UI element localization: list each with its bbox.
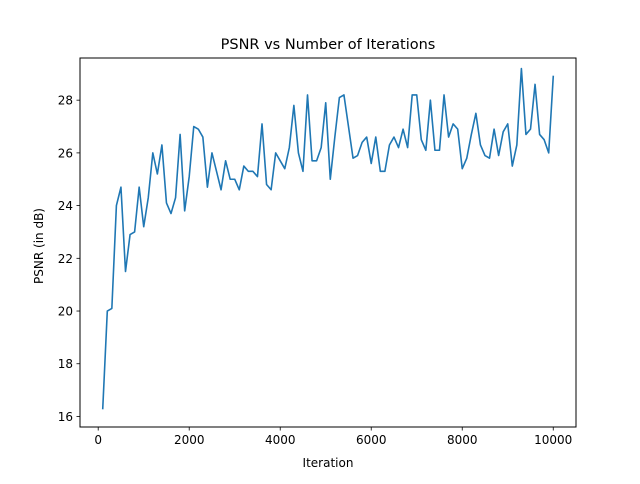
y-tick-label: 18 (58, 357, 73, 371)
y-tick-label: 26 (58, 146, 73, 160)
y-tick-label: 24 (58, 199, 73, 213)
x-tick-label: 6000 (356, 433, 387, 447)
x-tick-label: 2000 (174, 433, 205, 447)
x-axis-label: Iteration (303, 456, 354, 470)
y-tick-label: 22 (58, 252, 73, 266)
x-tick-label: 8000 (447, 433, 478, 447)
plot-frame (79, 57, 577, 428)
y-tick-label: 20 (58, 305, 73, 319)
y-axis-label: PSNR (in dB) (32, 208, 46, 284)
series-layer (101, 67, 555, 410)
y-tick-label: 28 (58, 94, 73, 108)
x-tick-label: 4000 (265, 433, 296, 447)
psnr-series-line (101, 67, 555, 410)
axis-ticks: 0 2000 4000 6000 8000 10000 16 18 20 22 24 26 28 (58, 94, 573, 447)
y-tick-label: 16 (58, 410, 73, 424)
chart-title: PSNR vs Number of Iterations (221, 37, 436, 53)
x-tick-label: 0 (94, 433, 102, 447)
x-tick-label: 10000 (534, 433, 572, 447)
